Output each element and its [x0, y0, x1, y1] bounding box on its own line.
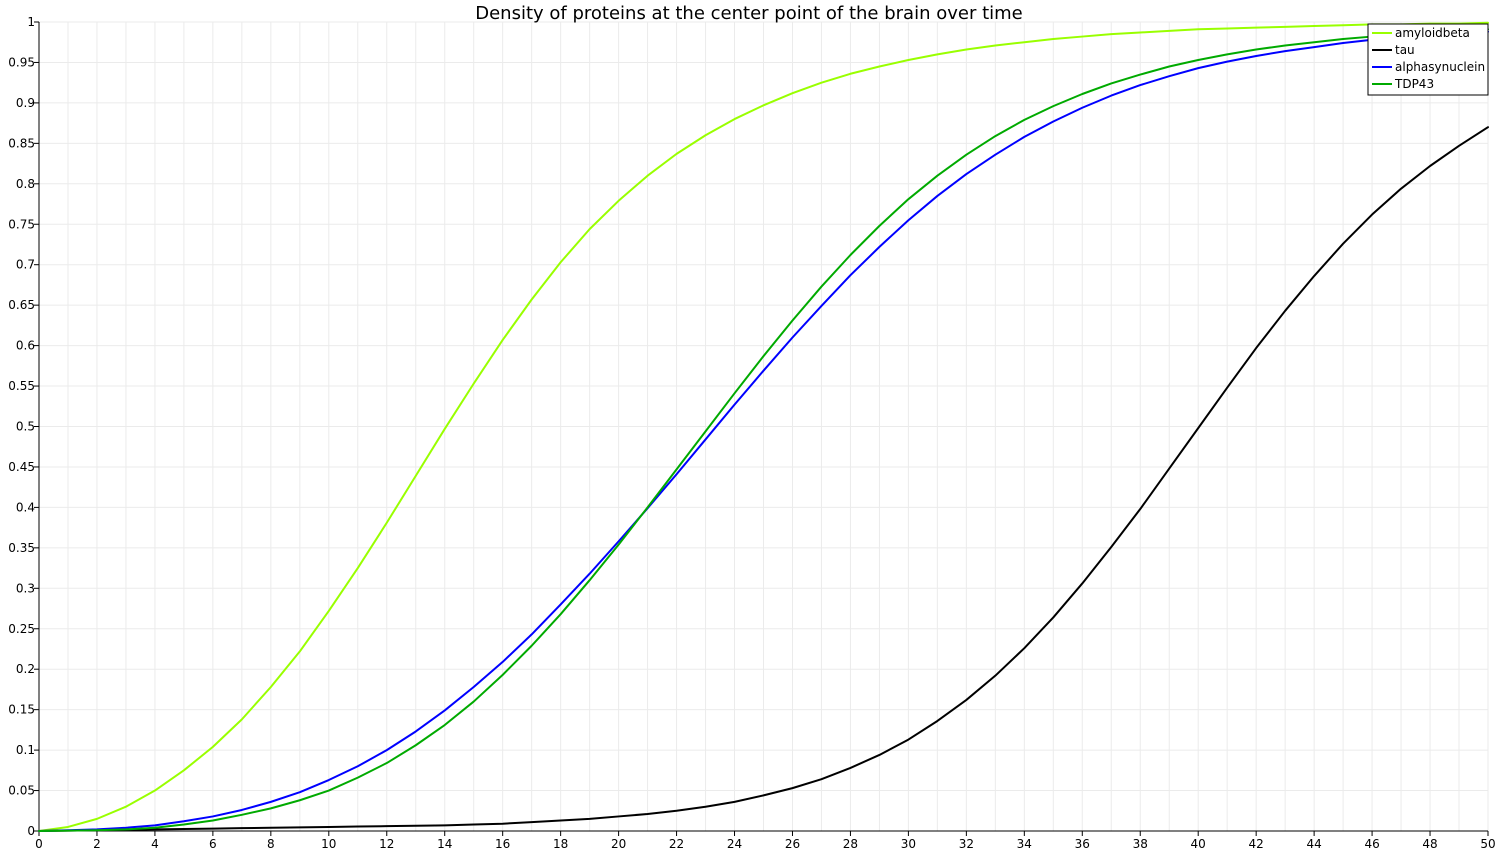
x-tick-label: 12 [379, 837, 394, 851]
series-lines [38, 21, 1489, 832]
x-tick-label: 20 [611, 837, 626, 851]
x-tick-label: 16 [495, 837, 510, 851]
x-tick-label: 32 [959, 837, 974, 851]
y-tick-label: 0.7 [16, 258, 35, 272]
series-line-tdp43 [38, 28, 1489, 832]
chart-title: Density of proteins at the center point … [475, 3, 1023, 24]
x-tick-label: 4 [151, 837, 159, 851]
y-tick-label: 0.85 [8, 136, 35, 150]
y-tick-label: 0.3 [16, 581, 35, 595]
y-tick-label: 0.8 [16, 177, 35, 191]
y-tick-label: 0.2 [16, 662, 35, 676]
y-tick-label: 0.25 [8, 622, 35, 636]
x-tick-label: 34 [1017, 837, 1032, 851]
x-tick-label: 2 [93, 837, 101, 851]
y-tick-label: 1 [27, 15, 35, 29]
x-tick-label: 28 [843, 837, 858, 851]
y-tick-label: 0.35 [8, 541, 35, 555]
series-line-amyloidbeta [38, 21, 1489, 832]
x-tick-label: 36 [1075, 837, 1090, 851]
x-tick-label: 30 [901, 837, 916, 851]
x-tick-label: 14 [437, 837, 452, 851]
x-tick-label: 40 [1191, 837, 1206, 851]
y-tick-label: 0.1 [16, 743, 35, 757]
x-tick-label: 0 [35, 837, 43, 851]
x-tick-label: 38 [1133, 837, 1148, 851]
x-tick-label: 24 [727, 837, 742, 851]
y-tick-label: 0.05 [8, 784, 35, 798]
y-tick-label: 0.4 [16, 500, 35, 514]
x-tick-label: 44 [1306, 837, 1321, 851]
y-tick-label: 0.5 [16, 420, 35, 434]
x-tick-label: 22 [669, 837, 684, 851]
x-tick-label: 46 [1364, 837, 1379, 851]
x-tick-label: 6 [209, 837, 217, 851]
y-tick-label: 0.95 [8, 55, 35, 69]
x-tick-label: 42 [1249, 837, 1264, 851]
legend-label: amyloidbeta [1395, 26, 1470, 40]
x-tick-label: 48 [1422, 837, 1437, 851]
x-tick-label: 18 [553, 837, 568, 851]
legend-label: tau [1395, 43, 1415, 57]
x-axis-ticks: 0 2 4 6 8 10 12 14 16 18 20 22 24 26 28 30 32 34 36 38 40 42 4… [35, 831, 1496, 851]
grid-lines [38, 21, 1489, 832]
y-tick-label: 0.75 [8, 217, 35, 231]
legend: amyloidbeta tau alphasynuclein TDP43 [1367, 23, 1489, 96]
series-line-tau [38, 126, 1489, 832]
series-line-alphasynuclein [38, 30, 1489, 832]
y-tick-label: 0.65 [8, 298, 35, 312]
y-axis-ticks: 0 0.05 0.1 0.15 0.2 0.25 0.3 0.35 0.4 0.45 0.5 0.55… [8, 15, 39, 838]
y-tick-label: 0.9 [16, 96, 35, 110]
y-tick-label: 0.6 [16, 339, 35, 353]
legend-label: alphasynuclein [1395, 60, 1485, 74]
legend-label: TDP43 [1394, 77, 1434, 91]
y-tick-label: 0.55 [8, 379, 35, 393]
x-tick-label: 50 [1480, 837, 1495, 851]
y-tick-label: 0 [27, 824, 35, 838]
x-tick-label: 10 [321, 837, 336, 851]
x-tick-label: 26 [785, 837, 800, 851]
x-tick-label: 8 [267, 837, 275, 851]
y-tick-label: 0.45 [8, 460, 35, 474]
y-tick-label: 0.15 [8, 703, 35, 717]
